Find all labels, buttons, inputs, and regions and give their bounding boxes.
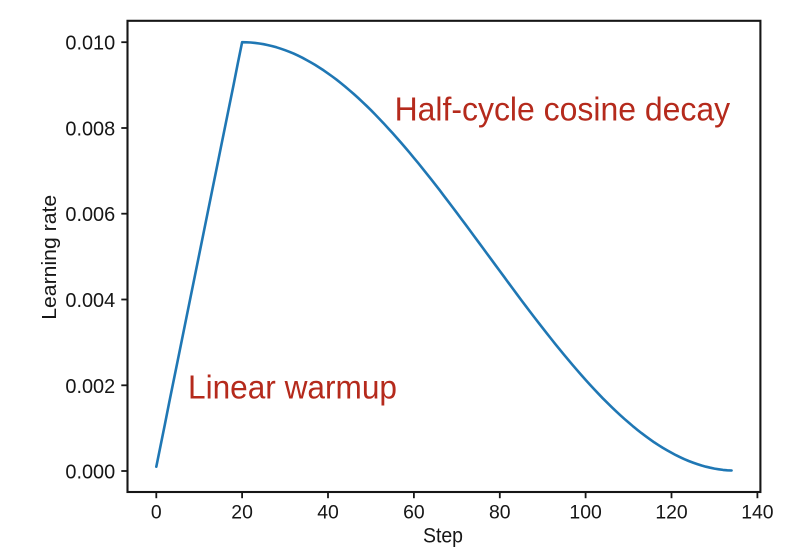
svg-text:0.010: 0.010 <box>65 33 115 55</box>
svg-text:140: 140 <box>741 502 774 524</box>
svg-text:0.000: 0.000 <box>65 462 115 484</box>
svg-text:0.008: 0.008 <box>65 119 115 141</box>
svg-text:0.006: 0.006 <box>65 204 115 226</box>
svg-text:0.004: 0.004 <box>65 290 115 312</box>
svg-text:40: 40 <box>317 502 339 524</box>
svg-text:100: 100 <box>569 502 602 524</box>
svg-text:20: 20 <box>231 502 253 524</box>
svg-text:120: 120 <box>655 502 688 524</box>
svg-text:80: 80 <box>489 502 511 524</box>
svg-text:0.002: 0.002 <box>65 376 115 398</box>
svg-text:Half-cycle cosine decay: Half-cycle cosine decay <box>395 91 731 128</box>
svg-text:0: 0 <box>151 502 162 524</box>
svg-text:60: 60 <box>403 502 425 524</box>
svg-text:Step: Step <box>423 525 463 548</box>
svg-text:Learning rate: Learning rate <box>38 195 61 320</box>
svg-text:Linear warmup: Linear warmup <box>188 370 397 407</box>
